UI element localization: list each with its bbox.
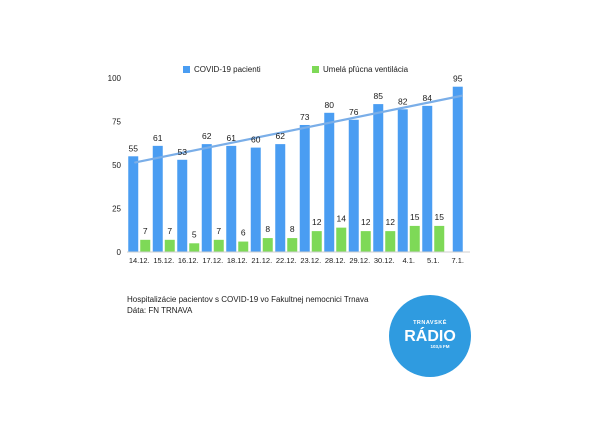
bar-ventilation — [311, 231, 322, 252]
data-label-covid-patients: 61 — [153, 133, 163, 143]
data-label-covid-patients: 84 — [423, 93, 433, 103]
bar-ventilation — [238, 241, 249, 252]
data-label-covid-patients: 62 — [202, 131, 212, 141]
bar-covid-patients — [275, 144, 286, 252]
x-tick-label: 29.12. — [349, 256, 370, 265]
caption-title: Hospitalizácie pacientov s COVID-19 vo F… — [127, 295, 369, 304]
chart-legend: COVID-19 pacienti Umelá pľúcna ventilácia — [183, 65, 409, 74]
bar-ventilation — [336, 227, 347, 252]
caption-source: Dáta: FN TRNAVA — [127, 306, 193, 315]
chart-caption: Hospitalizácie pacientov s COVID-19 vo F… — [127, 294, 368, 316]
data-label-ventilation: 7 — [143, 226, 148, 236]
x-tick-label: 7.1. — [451, 256, 464, 265]
y-tick-label: 0 — [117, 248, 122, 257]
bar-ventilation — [262, 238, 273, 252]
bar-covid-patients — [177, 159, 188, 252]
data-label-covid-patients: 85 — [374, 91, 384, 101]
bar-ventilation — [140, 239, 151, 252]
bar-covid-patients — [452, 86, 463, 252]
bar-ventilation — [409, 225, 420, 252]
data-label-ventilation: 15 — [435, 212, 445, 222]
bar-ventilation — [164, 239, 175, 252]
data-label-ventilation: 7 — [167, 226, 172, 236]
logo-circle — [389, 295, 471, 377]
logo-top-text: TRNAVSKÉ — [413, 318, 447, 326]
bar-ventilation — [213, 239, 224, 252]
x-tick-label: 30.12. — [374, 256, 395, 265]
data-label-ventilation: 14 — [337, 214, 347, 224]
data-label-ventilation: 15 — [410, 212, 420, 222]
trendline-layer — [134, 94, 463, 164]
bar-covid-patients — [226, 145, 237, 252]
trnavske-radio-logo: TRNAVSKÉ RÁDIO 103,5 FM — [389, 295, 471, 377]
data-label-covid-patients: 73 — [300, 112, 310, 122]
logo-main-text: RÁDIO — [404, 326, 456, 345]
bar-covid-patients — [397, 109, 408, 252]
x-tick-label: 15.12. — [153, 256, 174, 265]
legend-label-ventilation: Umelá pľúcna ventilácia — [323, 65, 409, 74]
bar-covid-patients — [299, 124, 310, 252]
trendline — [134, 94, 463, 164]
data-label-covid-patients: 61 — [227, 133, 237, 143]
bar-ventilation — [287, 238, 298, 252]
data-label-ventilation: 8 — [265, 224, 270, 234]
y-tick-label: 50 — [112, 161, 121, 170]
y-axis: 0 25 50 75 100 — [108, 74, 122, 257]
logo-frequency: 103,5 FM — [430, 344, 449, 349]
x-axis: 14.12. 15.12. 16.12. 17.12. 18.12. 21.12. 22.1… — [127, 251, 470, 265]
data-label-ventilation: 6 — [241, 228, 246, 238]
legend-swatch-ventilation — [312, 66, 319, 73]
data-label-ventilation: 7 — [216, 226, 221, 236]
legend-label-covid-patients: COVID-19 pacienti — [194, 65, 261, 74]
data-label-covid-patients: 82 — [398, 96, 408, 106]
bar-covid-patients — [348, 119, 359, 252]
bar-covid-patients — [128, 156, 139, 252]
x-tick-label: 28.12. — [325, 256, 346, 265]
data-label-covid-patients: 55 — [129, 143, 139, 153]
y-tick-label: 100 — [108, 74, 122, 83]
data-label-covid-patients: 76 — [349, 107, 359, 117]
x-tick-label: 16.12. — [178, 256, 199, 265]
x-tick-label: 23.12. — [300, 256, 321, 265]
data-label-covid-patients: 60 — [251, 135, 261, 145]
data-label-ventilation: 12 — [386, 217, 396, 227]
data-label-covid-patients: 53 — [178, 147, 188, 157]
x-tick-label: 5.1. — [427, 256, 440, 265]
bar-covid-patients — [201, 144, 212, 252]
data-label-ventilation: 8 — [290, 224, 295, 234]
data-label-covid-patients: 62 — [276, 131, 286, 141]
bar-ventilation — [385, 231, 396, 252]
bar-covid-patients — [324, 112, 335, 252]
x-tick-label: 18.12. — [227, 256, 248, 265]
data-label-ventilation: 5 — [192, 229, 197, 239]
data-label-ventilation: 12 — [361, 217, 371, 227]
bar-chart: COVID-19 pacienti Umelá pľúcna ventilácia… — [108, 65, 470, 265]
bar-ventilation — [189, 243, 200, 252]
bar-covid-patients — [152, 145, 163, 252]
legend-swatch-covid-patients — [183, 66, 190, 73]
x-tick-label: 4.1. — [402, 256, 415, 265]
x-tick-label: 22.12. — [276, 256, 297, 265]
data-labels: 55 7 61 7 53 5 62 7 61 6 60 8 62 8 73 12 80 14 76 12 85 12 82 1… — [129, 74, 463, 240]
y-tick-label: 75 — [112, 118, 121, 127]
x-tick-label: 21.12. — [251, 256, 272, 265]
bar-covid-patients — [373, 104, 384, 252]
bar-covid-patients — [250, 147, 261, 252]
y-tick-label: 25 — [112, 205, 121, 214]
bar-ventilation — [360, 231, 371, 252]
bar-covid-patients — [422, 105, 433, 252]
data-label-ventilation: 12 — [312, 217, 322, 227]
x-tick-label: 14.12. — [129, 256, 150, 265]
chart-bars — [128, 86, 463, 252]
data-label-covid-patients: 95 — [453, 74, 463, 84]
data-label-covid-patients: 80 — [325, 100, 335, 110]
x-tick-label: 17.12. — [202, 256, 223, 265]
bar-ventilation — [434, 225, 445, 252]
